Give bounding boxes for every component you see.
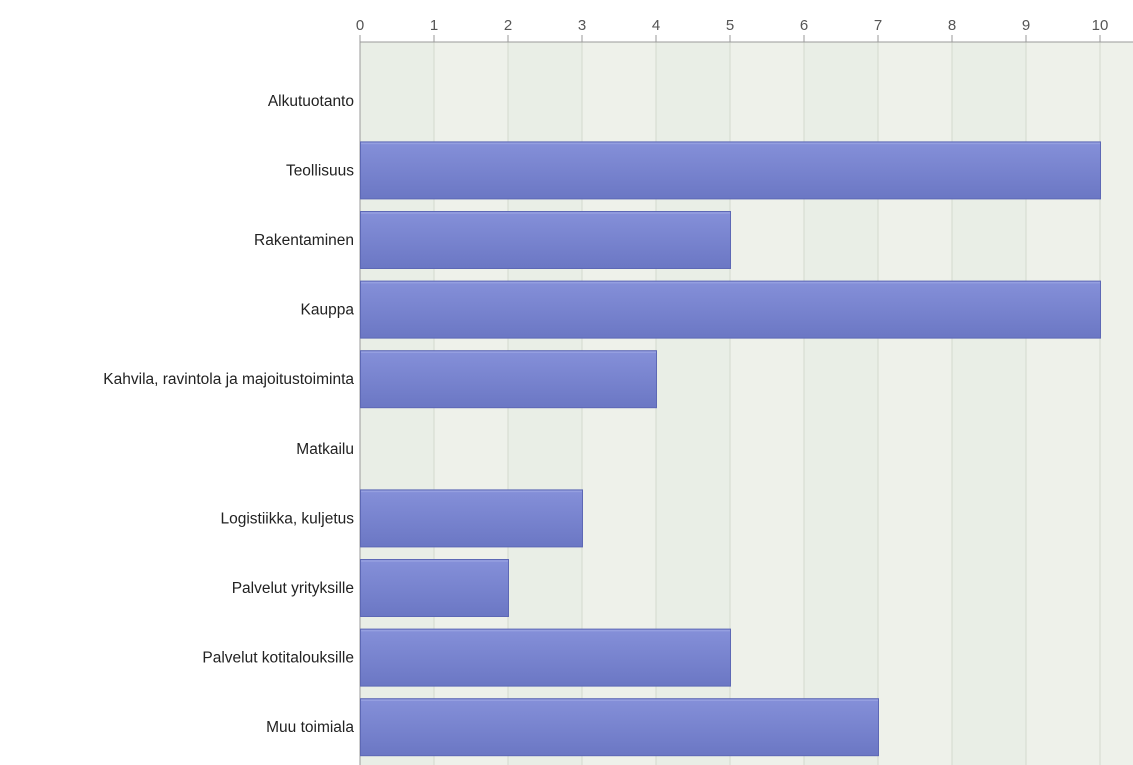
x-tick-label: 6 — [800, 17, 808, 34]
x-tick-label: 2 — [504, 17, 512, 34]
category-label: Muu toimiala — [266, 719, 354, 736]
category-label: Matkailu — [296, 441, 354, 458]
category-label: Kahvila, ravintola ja majoitustoiminta — [103, 371, 354, 388]
x-tick-label: 7 — [874, 17, 882, 34]
bars — [360, 141, 1101, 757]
x-tick-label: 1 — [430, 17, 438, 34]
x-tick-label: 0 — [356, 17, 364, 34]
bar — [360, 489, 583, 548]
x-tick-label: 9 — [1022, 17, 1030, 34]
category-label: Kauppa — [301, 302, 355, 319]
bar — [360, 141, 1101, 200]
x-tick-label: 4 — [652, 17, 660, 34]
bar — [360, 280, 1101, 339]
bar — [360, 350, 657, 409]
category-label: Alkutuotanto — [268, 93, 354, 110]
bar — [360, 211, 731, 269]
category-label: Logistiikka, kuljetus — [220, 510, 354, 527]
x-tick-label: 3 — [578, 17, 586, 34]
x-tick-label: 10 — [1092, 17, 1109, 34]
category-label: Teollisuus — [286, 162, 354, 179]
x-tick-labels: 0 1 2 3 4 5 6 7 8 9 10 — [356, 17, 1109, 34]
bar — [360, 628, 731, 687]
category-label: Palvelut yrityksille — [232, 580, 354, 597]
x-tick-label: 5 — [726, 17, 734, 34]
bar — [360, 698, 879, 757]
category-label: Rakentaminen — [254, 232, 354, 249]
category-label: Palvelut kotitalouksille — [202, 650, 354, 667]
x-tick-label: 8 — [948, 17, 956, 34]
category-labels: Alkutuotanto Teollisuus Rakentaminen Kauppa… — [103, 93, 354, 736]
bar — [360, 559, 509, 617]
